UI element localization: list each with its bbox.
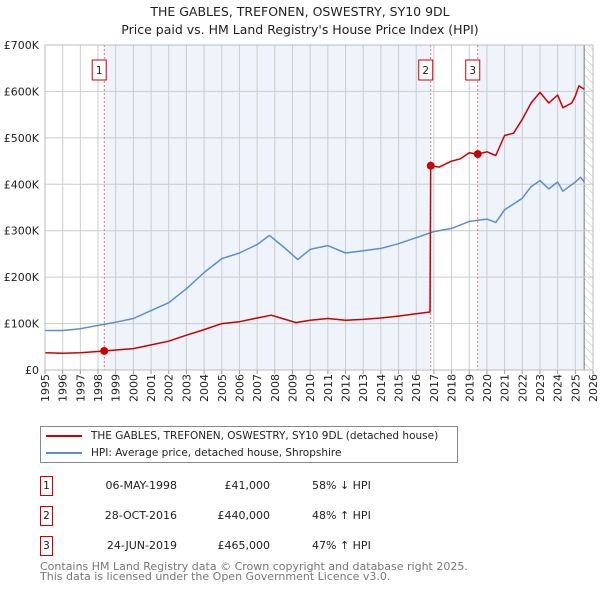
sale-point bbox=[473, 150, 482, 159]
x-tick-label: 2000 bbox=[127, 374, 140, 402]
x-tick-label: 1999 bbox=[110, 374, 123, 402]
sale-label-box bbox=[465, 59, 481, 81]
x-tick-label: 2022 bbox=[516, 374, 529, 402]
legend-swatch-property bbox=[46, 435, 82, 437]
chart-title: THE GABLES, TREFONEN, OSWESTRY, SY10 9DL bbox=[150, 4, 450, 19]
footer-copyright: Contains HM Land Registry data © Crown c… bbox=[40, 560, 468, 573]
sale-label: 1 bbox=[96, 65, 103, 77]
sale-label: 3 bbox=[469, 65, 476, 77]
x-tick-label: 2004 bbox=[198, 374, 211, 402]
x-tick-label: 2009 bbox=[286, 374, 299, 402]
forecast-hatch bbox=[584, 45, 593, 370]
x-tick-label: 2012 bbox=[340, 374, 353, 402]
x-tick-label: 2016 bbox=[410, 374, 423, 402]
legend-swatch-hpi bbox=[46, 452, 82, 454]
x-tick-label: 2011 bbox=[322, 374, 335, 402]
x-tick-label: 2023 bbox=[534, 374, 547, 402]
sale-hpi-relation: 58% ↓ HPI bbox=[312, 479, 371, 492]
legend-label-hpi: HPI: Average price, detached house, Shro… bbox=[91, 447, 342, 459]
x-tick-label: 1995 bbox=[39, 374, 52, 402]
x-tick-label: 2010 bbox=[304, 374, 317, 402]
x-tick-label: 2005 bbox=[216, 374, 229, 402]
plot-frame bbox=[44, 44, 594, 371]
sale-point bbox=[426, 161, 435, 170]
ownership-shade bbox=[477, 45, 585, 370]
x-tick-label: 2026 bbox=[587, 374, 600, 402]
x-tick-label: 2021 bbox=[499, 374, 512, 402]
price-chart: 1995 1996 1997 1998 1999 2000 2001 2002 2003 2004… bbox=[4, 39, 600, 402]
x-tick-label: 2024 bbox=[552, 374, 565, 402]
sale-hpi-relation: 47% ↑ HPI bbox=[312, 539, 371, 552]
y-tick-label: £0 bbox=[25, 364, 39, 377]
sale-date: 06-MAY-1998 bbox=[105, 479, 177, 492]
property-price-line bbox=[44, 85, 585, 355]
x-tick-label: 2019 bbox=[463, 374, 476, 402]
sale-label: 2 bbox=[422, 65, 429, 77]
sale-number: 2 bbox=[40, 506, 53, 526]
y-tick-label: £200K bbox=[4, 271, 40, 284]
legend: THE GABLES, TREFONEN, OSWESTRY, SY10 9DL… bbox=[40, 426, 458, 463]
footer-licence: This data is licensed under the Open Gov… bbox=[40, 570, 391, 583]
x-tick-label: 2013 bbox=[357, 374, 370, 402]
x-tick-label: 2020 bbox=[481, 374, 494, 402]
x-tick-label: 2003 bbox=[180, 374, 193, 402]
x-tick-label: 2006 bbox=[233, 374, 246, 402]
x-tick-label: 2015 bbox=[393, 374, 406, 402]
sale-label-box bbox=[91, 59, 107, 81]
y-tick-label: £600K bbox=[4, 85, 40, 98]
y-tick-label: £500K bbox=[4, 132, 40, 145]
sale-number: 3 bbox=[40, 536, 53, 556]
y-tick-label: £700K bbox=[4, 39, 40, 52]
ownership-shade bbox=[104, 45, 431, 370]
sale-number: 1 bbox=[40, 476, 53, 496]
legend-item-property: THE GABLES, TREFONEN, OSWESTRY, SY10 9DL… bbox=[41, 428, 438, 444]
hpi-line bbox=[45, 176, 585, 332]
sale-price: £41,000 bbox=[224, 479, 271, 492]
x-tick-label: 2017 bbox=[428, 374, 441, 402]
y-tick-label: £400K bbox=[4, 178, 40, 191]
sale-date: 28-OCT-2016 bbox=[104, 509, 177, 522]
y-tick-label: £300K bbox=[4, 225, 40, 238]
x-tick-label: 2025 bbox=[569, 374, 582, 402]
x-tick-label: 2008 bbox=[269, 374, 282, 402]
sale-date: 24-JUN-2019 bbox=[106, 539, 177, 552]
chart-subtitle: Price paid vs. HM Land Registry's House … bbox=[121, 22, 479, 37]
sale-price: £440,000 bbox=[217, 509, 271, 522]
sale-hpi-relation: 48% ↑ HPI bbox=[312, 509, 371, 522]
x-tick-label: 1996 bbox=[57, 374, 70, 402]
x-tick-label: 2018 bbox=[446, 374, 459, 402]
x-tick-label: 1997 bbox=[74, 374, 87, 402]
y-tick-label: £100K bbox=[4, 318, 40, 331]
footer: Contains HM Land Registry data © Crown c… bbox=[40, 560, 468, 583]
legend-item-hpi: HPI: Average price, detached house, Shro… bbox=[41, 445, 341, 461]
sale-label-box bbox=[418, 59, 434, 81]
x-tick-label: 2007 bbox=[251, 374, 264, 402]
legend-label-property: THE GABLES, TREFONEN, OSWESTRY, SY10 9DL… bbox=[91, 430, 439, 442]
sale-point bbox=[100, 346, 109, 355]
sale-price: £465,000 bbox=[217, 539, 271, 552]
x-tick-label: 2002 bbox=[163, 374, 176, 402]
x-tick-label: 2001 bbox=[145, 374, 158, 402]
x-tick-label: 2014 bbox=[375, 374, 388, 402]
x-tick-label: 1998 bbox=[92, 374, 105, 402]
